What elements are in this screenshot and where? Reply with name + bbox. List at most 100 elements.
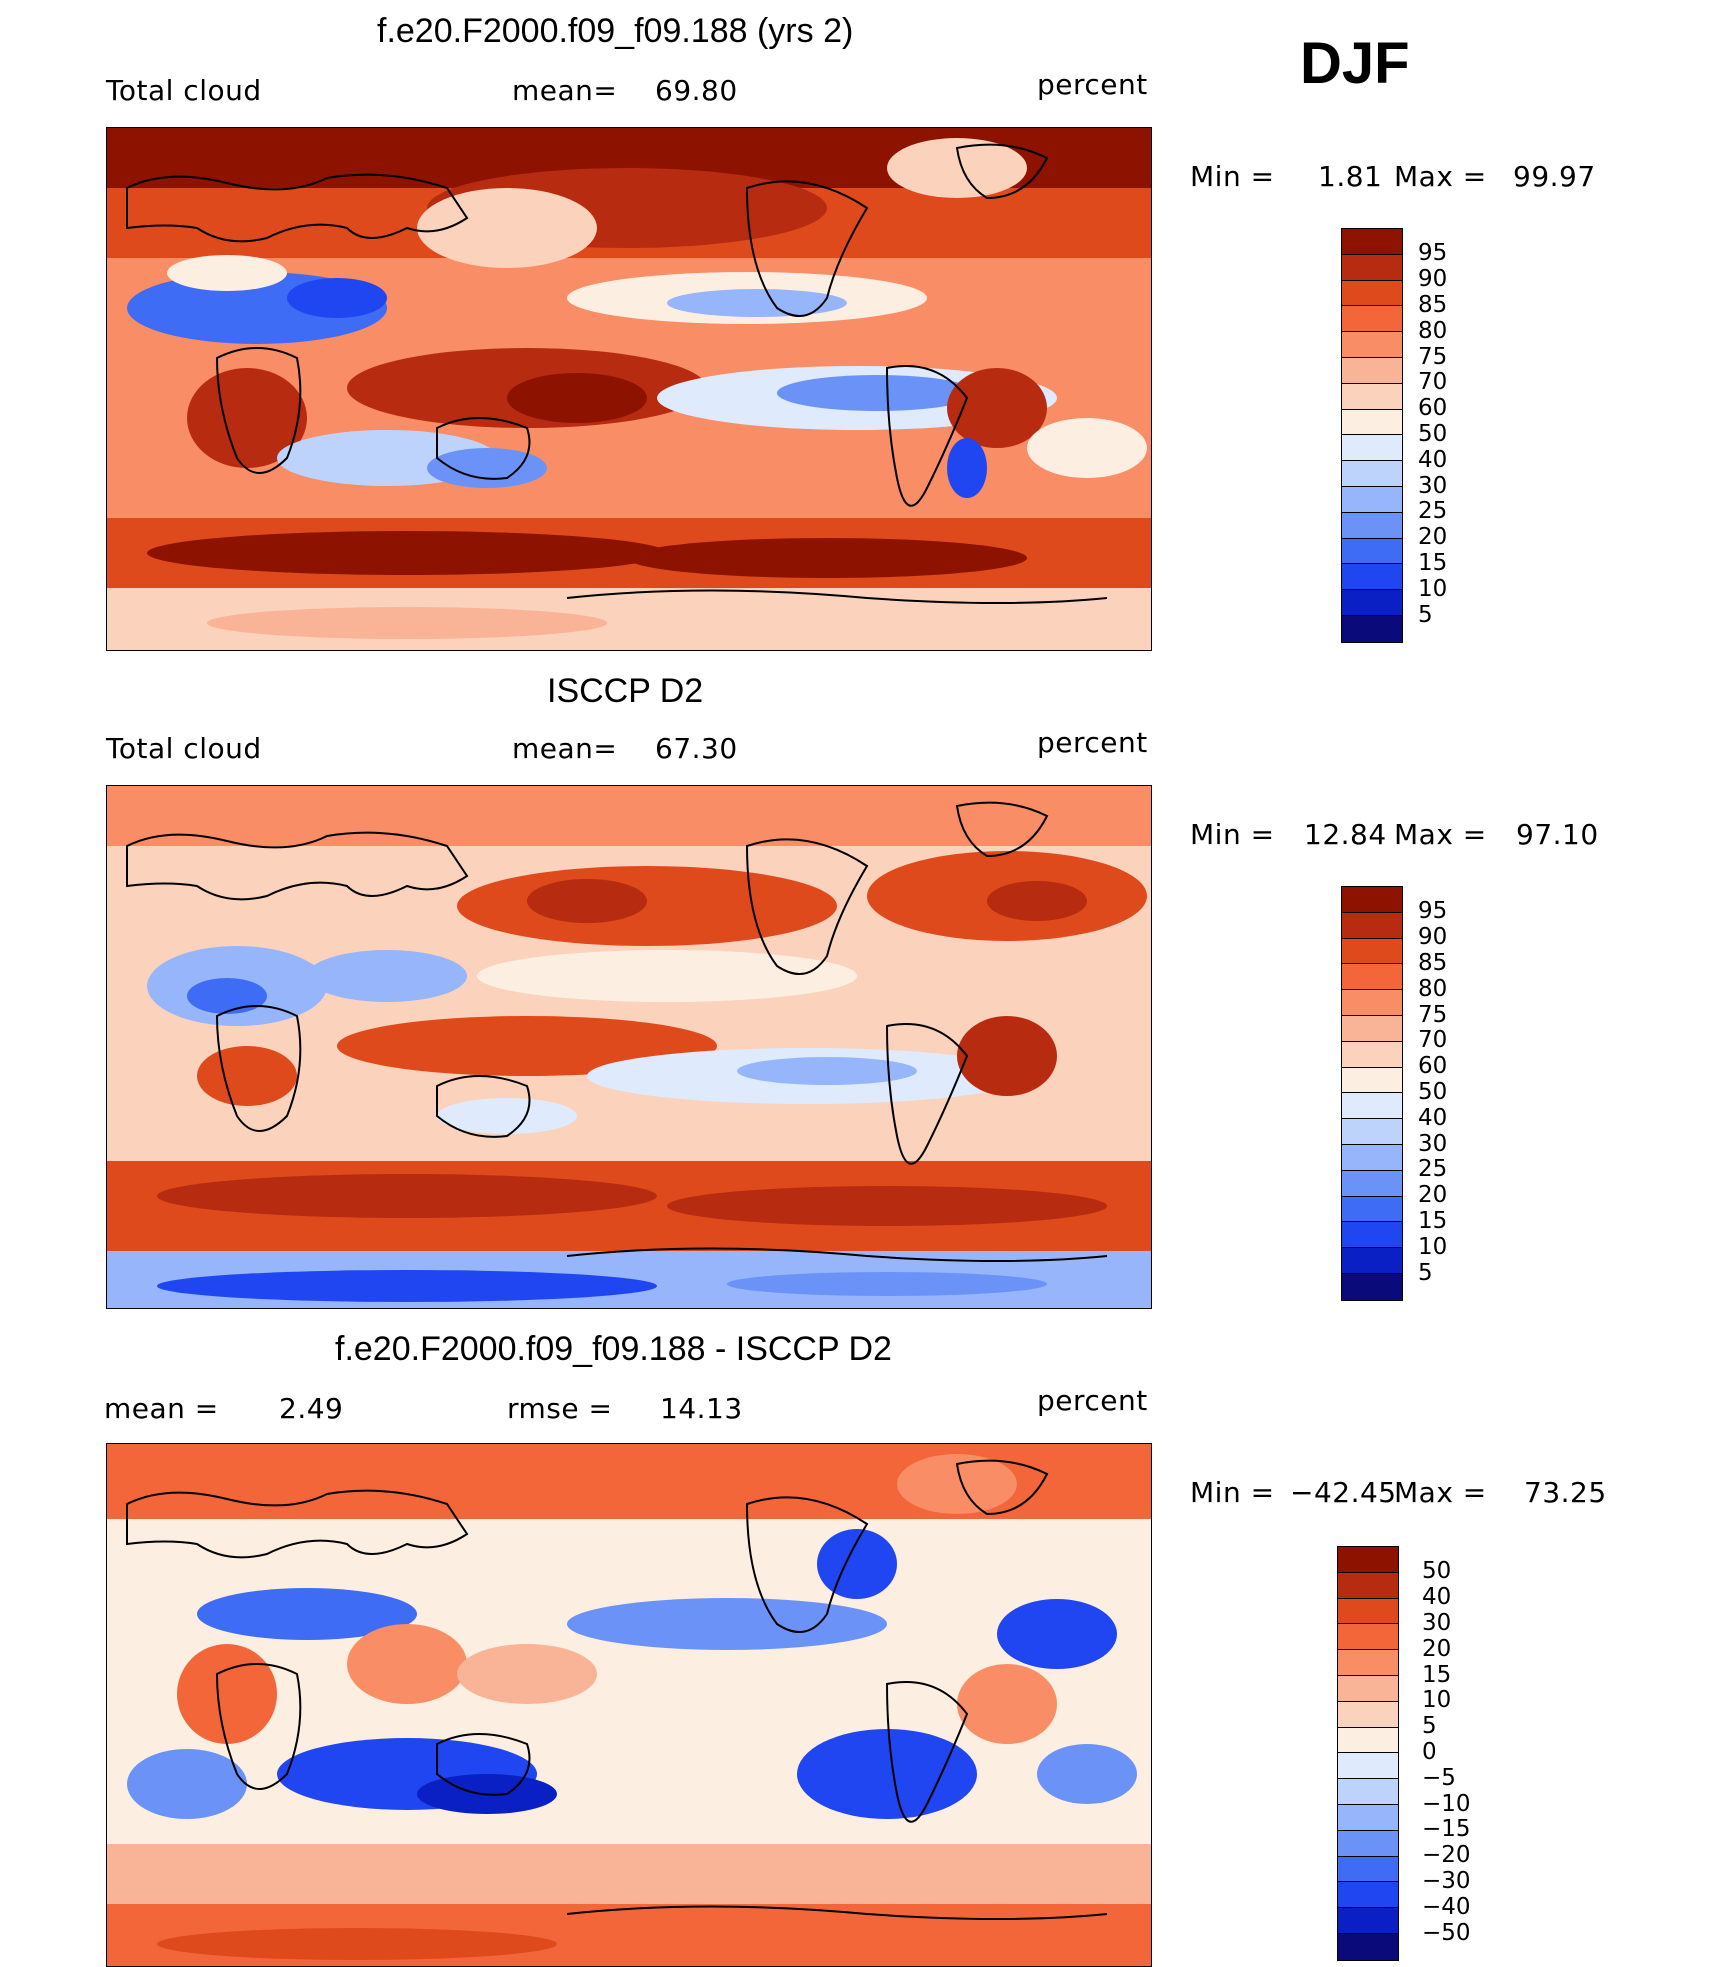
panel-3-map-svg	[107, 1444, 1151, 1966]
colorbar-tick-label: −5	[1422, 1764, 1456, 1791]
colorbar-tick-label: 0	[1422, 1738, 1437, 1765]
panel-2-map	[106, 785, 1152, 1309]
colorbar-tick-label: 90	[1418, 266, 1448, 293]
colorbar-tick-label: 25	[1418, 498, 1448, 525]
colorbar-swatch	[1338, 1882, 1398, 1909]
colorbar-swatch	[1342, 964, 1402, 991]
colorbar-swatch	[1342, 306, 1402, 333]
colorbar-tick-label: 10	[1422, 1687, 1452, 1714]
colorbar-tick-label: 30	[1418, 472, 1448, 499]
panel-3-unit: percent	[1037, 1384, 1148, 1417]
colorbar-swatch	[1342, 615, 1402, 642]
colorbar-tick-label: 85	[1418, 291, 1448, 318]
colorbar-tick-label: 70	[1418, 369, 1448, 396]
colorbar-tick-label: 70	[1418, 1027, 1448, 1054]
colorbar-tick-label: 5	[1422, 1713, 1437, 1740]
panel-1-min-label: Min =	[1190, 160, 1275, 193]
panel-1-map-svg	[107, 128, 1151, 650]
colorbar-tick-label: 10	[1418, 1233, 1448, 1260]
colorbar-swatch	[1342, 1144, 1402, 1171]
colorbar-tick-label: 10	[1418, 575, 1448, 602]
colorbar-swatch	[1342, 1015, 1402, 1042]
colorbar-swatch	[1338, 1908, 1398, 1934]
colorbar-swatch	[1342, 1067, 1402, 1094]
colorbar-tick-label: −10	[1422, 1790, 1471, 1817]
panel-1-title: f.e20.F2000.f09_f09.188 (yrs 2)	[377, 12, 854, 50]
colorbar-swatch	[1342, 1196, 1402, 1223]
panel-2-title: ISCCP D2	[547, 672, 704, 710]
colorbar-swatch	[1338, 1856, 1398, 1883]
colorbar-swatch	[1342, 538, 1402, 565]
colorbar-tick-label: 30	[1422, 1609, 1452, 1636]
panel-3-rmse-value: 14.13	[660, 1392, 743, 1425]
panel-3-max-value: 73.25	[1524, 1476, 1607, 1509]
colorbar-swatch	[1342, 912, 1402, 939]
colorbar-tick-label: 60	[1418, 395, 1448, 422]
colorbar-tick-label: 90	[1418, 924, 1448, 951]
colorbar-tick-label: 40	[1418, 1104, 1448, 1131]
colorbar-swatch	[1338, 1701, 1398, 1728]
colorbar-swatch	[1338, 1650, 1398, 1676]
colorbar-swatch	[1342, 254, 1402, 281]
colorbar-tick-label: −15	[1422, 1816, 1471, 1843]
colorbar-tick-label: −20	[1422, 1842, 1471, 1869]
panel-3-title: f.e20.F2000.f09_f09.188 - ISCCP D2	[335, 1330, 892, 1368]
colorbar-swatch	[1338, 1572, 1398, 1599]
colorbar-tick-label: 85	[1418, 949, 1448, 976]
colorbar-swatch	[1342, 1119, 1402, 1145]
colorbar-swatch	[1342, 564, 1402, 591]
panel-2-mean-value: 67.30	[655, 732, 738, 765]
panel-1-colorbar	[1341, 228, 1403, 643]
panel-3-min-value: −42.45	[1290, 1476, 1397, 1509]
colorbar-tick-label: 50	[1418, 420, 1448, 447]
colorbar-swatch	[1338, 1547, 1398, 1573]
colorbar-swatch	[1338, 1727, 1398, 1754]
panel-1-min-value: 1.81	[1318, 160, 1383, 193]
colorbar-tick-label: 80	[1418, 975, 1448, 1002]
panel-2-map-svg	[107, 786, 1151, 1308]
colorbar-swatch	[1342, 590, 1402, 616]
colorbar-swatch	[1338, 1830, 1398, 1857]
panel-3-colorbar	[1337, 1546, 1399, 1961]
colorbar-tick-label: 95	[1418, 898, 1448, 925]
colorbar-tick-label: 75	[1418, 1001, 1448, 1028]
panel-1-mean-value: 69.80	[655, 74, 738, 107]
colorbar-tick-label: −40	[1422, 1893, 1471, 1920]
panel-2-mean-label: mean=	[512, 732, 618, 765]
panel-1-max-label: Max =	[1394, 160, 1487, 193]
colorbar-tick-label: 50	[1418, 1078, 1448, 1105]
colorbar-swatch	[1338, 1753, 1398, 1780]
colorbar-tick-label: 25	[1418, 1156, 1448, 1183]
colorbar-tick-label: 40	[1418, 446, 1448, 473]
colorbar-swatch	[1342, 512, 1402, 539]
colorbar-swatch	[1338, 1598, 1398, 1625]
colorbar-swatch	[1342, 229, 1402, 255]
colorbar-tick-label: 15	[1418, 1207, 1448, 1234]
panel-3-rmse-label: rmse =	[507, 1392, 613, 1425]
colorbar-tick-label: 5	[1418, 1259, 1433, 1286]
colorbar-tick-label: 15	[1422, 1661, 1452, 1688]
panel-1-unit: percent	[1037, 68, 1148, 101]
colorbar-swatch	[1342, 1041, 1402, 1068]
panel-3-min-label: Min =	[1190, 1476, 1275, 1509]
colorbar-swatch	[1342, 990, 1402, 1016]
colorbar-tick-label: 20	[1422, 1635, 1452, 1662]
colorbar-tick-label: 95	[1418, 240, 1448, 267]
panel-1-max-value: 99.97	[1513, 160, 1596, 193]
colorbar-swatch	[1342, 1222, 1402, 1249]
colorbar-tick-label: 20	[1418, 524, 1448, 551]
colorbar-swatch	[1342, 1273, 1402, 1300]
colorbar-swatch	[1342, 1170, 1402, 1197]
panel-2-colorbar	[1341, 886, 1403, 1301]
colorbar-swatch	[1342, 938, 1402, 965]
panel-2-min-value: 12.84	[1304, 818, 1387, 851]
colorbar-swatch	[1338, 1675, 1398, 1702]
colorbar-tick-label: 50	[1422, 1558, 1452, 1585]
colorbar-tick-label: 60	[1418, 1053, 1448, 1080]
colorbar-tick-label: −50	[1422, 1919, 1471, 1946]
colorbar-tick-label: 40	[1422, 1584, 1452, 1611]
panel-2-unit: percent	[1037, 726, 1148, 759]
colorbar-tick-label: 15	[1418, 549, 1448, 576]
colorbar-swatch	[1342, 332, 1402, 358]
colorbar-swatch	[1342, 435, 1402, 462]
